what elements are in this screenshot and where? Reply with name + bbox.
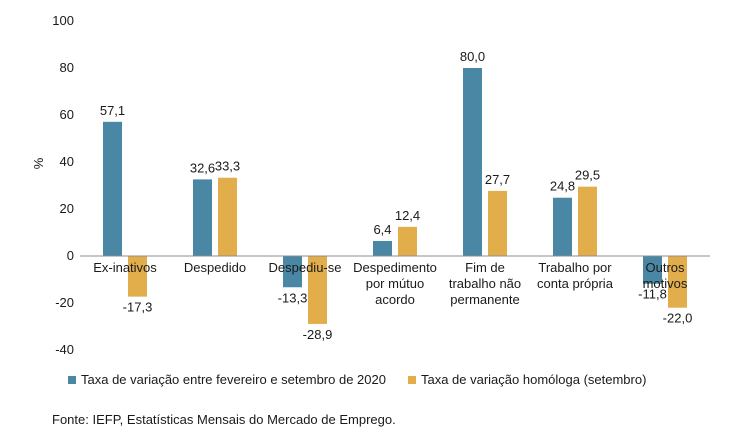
data-label-series-1: 80,0 bbox=[460, 49, 485, 64]
category-label: Trabalho por bbox=[538, 260, 612, 275]
category-label: motivos bbox=[643, 276, 688, 291]
y-tick-label: 40 bbox=[60, 154, 74, 169]
legend-swatch-series-1 bbox=[68, 375, 76, 384]
category-label: Outros bbox=[645, 260, 685, 275]
source-note: Fonte: IEFP, Estatísticas Mensais do Mer… bbox=[52, 412, 396, 427]
y-axis-title: % bbox=[31, 157, 46, 169]
y-tick-label: 100 bbox=[52, 13, 74, 28]
legend-item-series-1: Taxa de variação entre fevereiro e setem… bbox=[68, 372, 386, 387]
y-tick-label: 20 bbox=[60, 201, 74, 216]
data-label-series-2: -17,3 bbox=[123, 300, 153, 315]
chart-legend: Taxa de variação entre fevereiro e setem… bbox=[68, 372, 646, 387]
bar-series-1 bbox=[283, 256, 302, 288]
y-tick-label: 0 bbox=[67, 248, 74, 263]
y-tick-label: -40 bbox=[55, 342, 74, 357]
bar-series-1 bbox=[193, 179, 212, 256]
bar-series-2 bbox=[308, 256, 327, 324]
y-tick-label: 80 bbox=[60, 60, 74, 75]
bar-series-2 bbox=[128, 256, 147, 297]
y-tick-label: -20 bbox=[55, 295, 74, 310]
category-label: permanente bbox=[450, 292, 519, 307]
bar-series-1 bbox=[463, 68, 482, 256]
y-tick-label: 60 bbox=[60, 107, 74, 122]
data-label-series-2: 12,4 bbox=[395, 208, 420, 223]
bar-series-2 bbox=[218, 177, 237, 256]
category-label: Despediu-se bbox=[269, 260, 342, 275]
data-label-series-2: 29,5 bbox=[575, 168, 600, 183]
bar-series-2 bbox=[398, 226, 417, 256]
data-label-series-1: 6,4 bbox=[373, 222, 391, 237]
legend-label-series-1: Taxa de variação entre fevereiro e setem… bbox=[81, 372, 386, 387]
data-label-series-2: -22,0 bbox=[663, 311, 693, 326]
data-label-series-2: 33,3 bbox=[215, 159, 240, 174]
data-label-series-1: 32,6 bbox=[190, 160, 215, 175]
data-label-series-1: -13,3 bbox=[278, 290, 308, 305]
legend-item-series-2: Taxa de variação homóloga (setembro) bbox=[407, 372, 647, 387]
data-label-series-1: -11,8 bbox=[638, 287, 667, 302]
bar-series-1 bbox=[643, 256, 662, 284]
bar-series-1 bbox=[553, 197, 572, 256]
category-label: Despedimento bbox=[353, 260, 437, 275]
data-label-series-1: 24,8 bbox=[550, 179, 575, 194]
bar-series-2 bbox=[488, 190, 507, 256]
bar-series-1 bbox=[103, 121, 122, 256]
category-label: Ex-inativos bbox=[93, 260, 157, 275]
category-label: trabalho não bbox=[449, 276, 521, 291]
category-label: Despedido bbox=[184, 260, 246, 275]
bar-series-2 bbox=[578, 186, 597, 256]
data-label-series-1: 57,1 bbox=[100, 103, 125, 118]
data-label-series-2: -28,9 bbox=[303, 327, 333, 342]
category-label: conta própria bbox=[537, 276, 614, 291]
bar-series-2 bbox=[668, 256, 687, 308]
bar-series-1 bbox=[373, 240, 392, 256]
data-label-series-2: 27,7 bbox=[485, 172, 510, 187]
legend-swatch-series-2 bbox=[407, 375, 416, 384]
legend-label-series-2: Taxa de variação homóloga (setembro) bbox=[420, 372, 647, 387]
category-label: Fim de bbox=[465, 260, 505, 275]
category-label: acordo bbox=[375, 292, 415, 307]
category-label: por mútuo bbox=[366, 276, 425, 291]
